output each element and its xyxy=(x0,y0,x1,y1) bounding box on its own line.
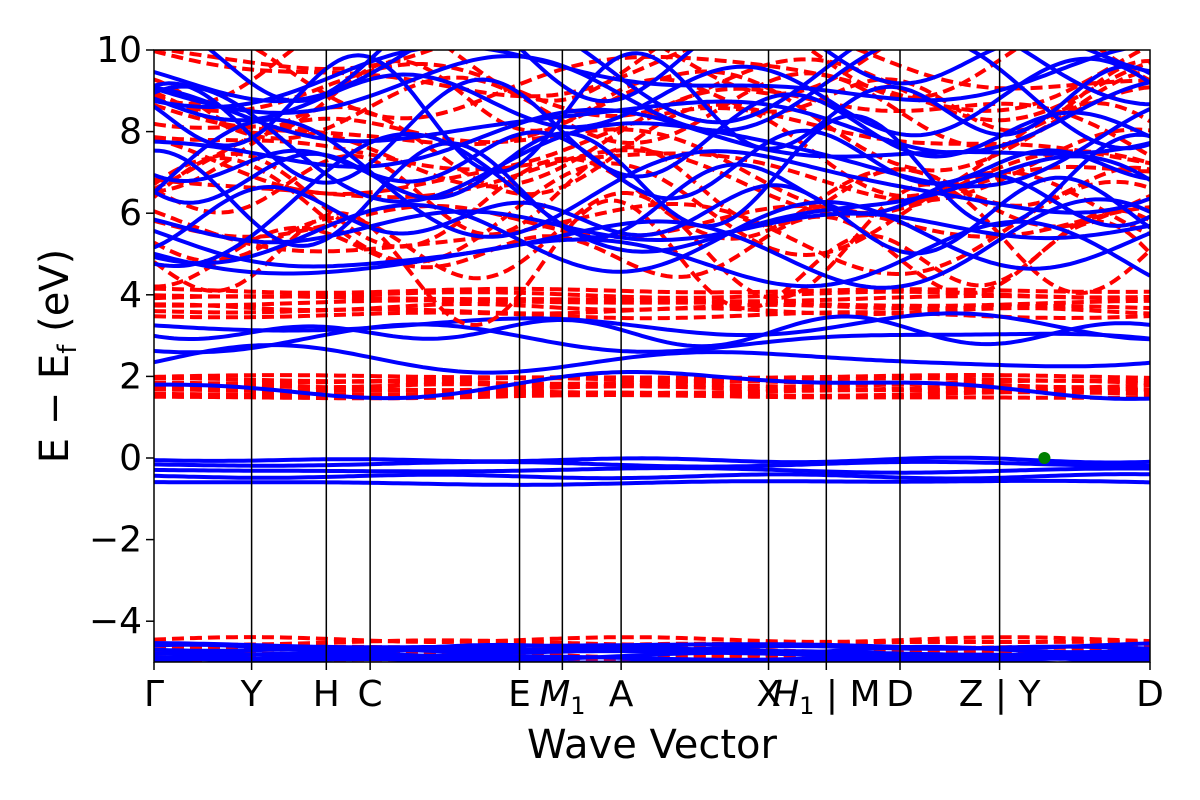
band-line-solid xyxy=(154,77,1150,185)
band-line-dashed xyxy=(154,373,1150,380)
y-tick-label: 0 xyxy=(119,438,142,479)
band-line-dashed xyxy=(154,58,1150,136)
band-line-dashed xyxy=(154,198,1150,328)
x-tick-label: Z | Y xyxy=(959,674,1042,715)
y-tick-label: −4 xyxy=(89,601,142,642)
band-line-dashed xyxy=(154,50,1150,96)
y-axis-ticks: −4 −2 0 2 4 6 8 10 xyxy=(89,30,154,642)
fermi-marker xyxy=(1038,452,1051,464)
x-tick-label: E xyxy=(508,674,531,715)
band-line-dashed xyxy=(154,376,1150,384)
band-line-solid xyxy=(154,141,1150,248)
band-line-solid xyxy=(154,322,1150,355)
x-tick-label: C xyxy=(358,674,383,715)
band-line-solid xyxy=(154,459,1150,469)
x-tick-label: X xyxy=(756,674,781,715)
x-tick-label: A xyxy=(609,674,634,715)
band-line-dashed xyxy=(154,635,1150,644)
band-line-solid xyxy=(154,342,1150,375)
y-axis-title: E − Ef (eV) xyxy=(32,249,83,464)
band-line-dashed xyxy=(154,286,1150,295)
y-tick-label: 4 xyxy=(119,275,142,316)
y-tick-label: −2 xyxy=(89,520,142,561)
band-line-solid xyxy=(154,466,1150,475)
band-line-solid xyxy=(154,314,1150,349)
band-line-solid xyxy=(154,175,1150,256)
band-line-dashed xyxy=(154,387,1150,395)
band-line-dashed xyxy=(154,302,1150,312)
band-line-dashed xyxy=(154,179,1150,277)
y-axis-title-unit: (eV) xyxy=(32,249,78,332)
band-line-solid xyxy=(154,50,1150,151)
band-line-solid xyxy=(154,219,1150,289)
y-tick-label: 10 xyxy=(96,30,142,71)
x-tick-label: Γ xyxy=(144,674,164,715)
band-line-solid xyxy=(154,472,1150,481)
x-tick-label: D xyxy=(1136,674,1164,715)
band-line-solid xyxy=(154,209,1150,245)
band-line-dashed xyxy=(154,393,1150,401)
band-line-solid xyxy=(154,478,1150,487)
band-line-solid xyxy=(154,644,1150,655)
y-tick-label: 6 xyxy=(119,193,142,234)
x-tick-label: Y xyxy=(240,674,264,715)
y-tick-label: 8 xyxy=(119,112,142,153)
band-line-dashed xyxy=(154,298,1150,308)
band-line-solid xyxy=(154,51,1150,175)
x-axis-title: Wave Vector xyxy=(527,722,778,768)
x-tick-label: D xyxy=(886,674,914,715)
band-line-solid xyxy=(154,107,1150,169)
band-line-solid xyxy=(154,84,1150,204)
band-line-solid xyxy=(154,199,1150,274)
band-line-solid xyxy=(154,131,1150,268)
x-tick-label: M1 xyxy=(539,674,585,720)
y-axis-title-space xyxy=(32,332,78,345)
x-tick-label: H1 | M xyxy=(772,674,880,720)
band-line-solid xyxy=(154,370,1150,401)
band-line-dashed xyxy=(154,50,1019,106)
y-tick-label: 2 xyxy=(119,356,142,397)
band-line-dashed xyxy=(154,638,1150,647)
band-line-solid xyxy=(154,656,1150,662)
band-line-solid xyxy=(154,311,1150,342)
band-line-solid xyxy=(207,50,1150,104)
band-line-solid xyxy=(154,117,1150,239)
y-axis-title-main: E − E xyxy=(32,354,78,464)
y-axis-title-sub: f xyxy=(53,344,83,354)
band-line-solid xyxy=(154,80,1150,155)
band-line-dashed xyxy=(154,116,1150,215)
x-tick-label: H xyxy=(313,674,340,715)
plot-frame xyxy=(153,49,1151,663)
band-line-dashed xyxy=(154,289,1150,300)
plot-area xyxy=(154,50,1150,662)
band-line-solid xyxy=(154,197,1150,290)
band-line-solid xyxy=(154,455,1150,465)
band-line-solid xyxy=(154,128,1150,201)
k-point-lines xyxy=(250,50,1001,662)
